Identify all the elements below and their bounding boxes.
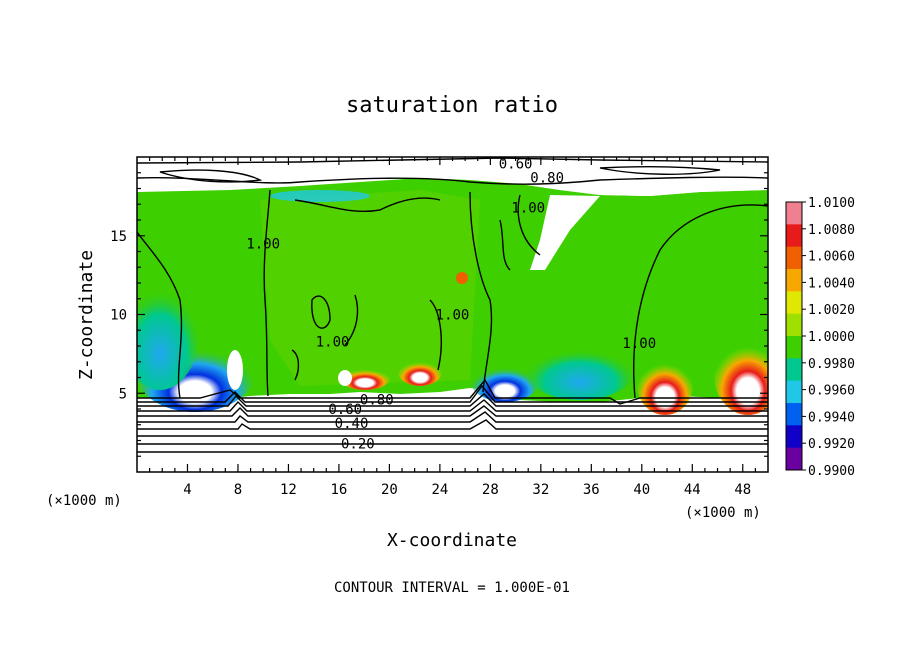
blue-blob-center — [470, 358, 540, 402]
y-axis-label: Z-coordinate — [76, 250, 97, 380]
x-axis-label: X-coordinate — [387, 530, 517, 551]
colorbar-label: 1.0000 — [808, 330, 855, 345]
contour-interval-note: CONTOUR INTERVAL = 1.000E-01 — [334, 580, 570, 596]
cyan-region-center — [525, 340, 635, 400]
contour-label: 0.80 — [360, 393, 394, 409]
x-tick-label: 16 — [330, 482, 347, 498]
colorbar-swatch — [786, 403, 802, 426]
contour-label: 0.20 — [341, 437, 375, 453]
contour-lines — [137, 157, 768, 453]
x-tick-label: 20 — [381, 482, 398, 498]
colorbar-swatch — [786, 358, 802, 382]
red-blob-1 — [637, 355, 693, 415]
x-tick-label: 40 — [633, 482, 650, 498]
colorbar-swatch — [786, 269, 802, 292]
field-dry-upper — [500, 157, 768, 196]
x-tick-label: 36 — [583, 482, 600, 498]
colorbar-label: 1.0020 — [808, 303, 855, 318]
colorbar-label: 0.9960 — [808, 384, 855, 399]
colorbar-swatch — [786, 313, 802, 337]
contour-label: 1.00 — [436, 308, 470, 324]
contour-label: 0.60 — [328, 402, 362, 418]
x-tick-label: 28 — [482, 482, 499, 498]
contour-label: 0.60 — [499, 156, 533, 172]
y-tick-label: 5 — [119, 386, 127, 402]
x-tick-label: 44 — [684, 482, 701, 498]
colorbar-label: 0.9900 — [808, 464, 855, 479]
x-unit-label-left: (×1000 m) — [46, 493, 122, 509]
colorbar-label: 0.9980 — [808, 357, 855, 372]
colorbar-label: 1.0100 — [808, 196, 855, 211]
colorbar-swatch — [786, 246, 802, 270]
colorbar-label: 1.0060 — [808, 250, 855, 265]
cyan-region-left — [137, 270, 200, 390]
colorbar-swatch — [786, 336, 802, 359]
colorbar-swatch — [786, 380, 802, 404]
cyan-strip-top — [270, 190, 370, 202]
colorbar-label: 1.0080 — [808, 223, 855, 238]
colorbar-swatch — [786, 447, 802, 471]
y-axis: 5 10 15 — [110, 172, 768, 457]
chart-title: saturation ratio — [346, 93, 558, 118]
y-tick-label: 15 — [110, 229, 127, 245]
colorbar-label: 0.9940 — [808, 410, 855, 425]
contour-label: 1.00 — [511, 200, 545, 216]
x-unit-label-right: (×1000 m) — [685, 505, 761, 521]
colorbar-swatch — [786, 425, 802, 449]
colorbar-swatch — [786, 224, 802, 248]
contour-label-layer: 0.600.801.001.001.001.001.000.800.600.40… — [246, 156, 656, 453]
x-tick-label: 12 — [280, 482, 297, 498]
field-dry-wedge — [530, 195, 600, 270]
colorbar-label: 0.9920 — [808, 437, 855, 452]
colorbar-swatch — [786, 202, 802, 225]
orange-spot-2 — [398, 358, 442, 386]
colorbar: 1.0100 1.0080 1.0060 1.0040 1.0020 1.0000 0.99… — [785, 196, 855, 479]
x-axis: 4 8 12 16 20 24 28 32 36 40 44 48 — [149, 157, 756, 498]
plot-area — [137, 157, 768, 472]
contour-label: 0.80 — [530, 170, 564, 186]
colorbar-label: 1.0040 — [808, 276, 855, 291]
contour-label: 1.00 — [622, 336, 656, 352]
x-tick-label: 24 — [431, 482, 448, 498]
contour-label: 0.40 — [335, 416, 369, 432]
x-tick-label: 4 — [183, 482, 191, 498]
contour-label: 1.00 — [246, 237, 280, 253]
orange-spot-3 — [456, 272, 468, 284]
orange-spot-1 — [340, 366, 390, 390]
field-lightgreen — [260, 190, 480, 386]
contour-label: 1.00 — [316, 334, 350, 350]
x-tick-label: 8 — [234, 482, 242, 498]
x-tick-label: 48 — [734, 482, 751, 498]
white-spot-left — [227, 350, 243, 390]
x-tick-label: 32 — [532, 482, 549, 498]
red-blob-2 — [714, 335, 768, 415]
colorbar-swatch — [786, 291, 802, 315]
white-spot-mid — [338, 370, 352, 386]
y-tick-label: 10 — [110, 308, 127, 324]
